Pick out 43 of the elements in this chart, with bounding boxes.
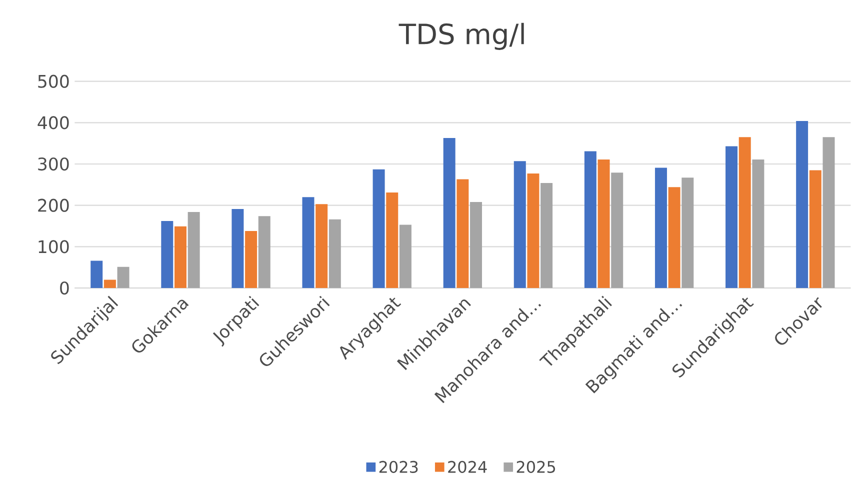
bar	[527, 174, 540, 288]
bar	[540, 183, 553, 288]
bar	[598, 159, 610, 288]
bar	[174, 226, 186, 288]
bar	[470, 202, 482, 288]
bar	[328, 219, 341, 288]
bar	[386, 192, 398, 288]
bar	[161, 221, 174, 288]
y-tick-label: 200	[38, 198, 69, 212]
bar	[654, 168, 667, 288]
bar	[611, 172, 624, 288]
legend-label: 2023	[379, 460, 418, 473]
bar	[399, 224, 412, 288]
bar	[372, 169, 385, 288]
bar	[456, 179, 469, 288]
y-tick-label: 500	[38, 74, 69, 88]
bar	[584, 151, 596, 288]
bar	[796, 121, 808, 288]
y-tick-label: 0	[60, 281, 69, 295]
bar	[188, 212, 200, 288]
bar	[90, 260, 103, 288]
bar	[738, 137, 751, 288]
bar	[682, 178, 694, 288]
y-tick-label: 300	[38, 157, 69, 171]
bar	[258, 216, 270, 288]
bar	[443, 138, 456, 288]
bar	[245, 230, 258, 288]
legend-label: 2024	[448, 460, 487, 473]
bar	[514, 161, 526, 288]
bar	[104, 280, 116, 288]
y-tick-label: 400	[38, 116, 69, 130]
bar	[232, 209, 244, 288]
bar	[726, 146, 738, 288]
bar	[809, 170, 822, 288]
bar	[302, 197, 314, 288]
bar	[117, 266, 130, 288]
legend-label: 2025	[516, 460, 556, 473]
bar	[752, 159, 764, 288]
chart-title: TDS mg/l	[398, 22, 524, 50]
bar	[668, 187, 680, 288]
y-tick-label: 100	[38, 240, 69, 254]
bar	[316, 204, 328, 288]
bar	[822, 137, 835, 288]
